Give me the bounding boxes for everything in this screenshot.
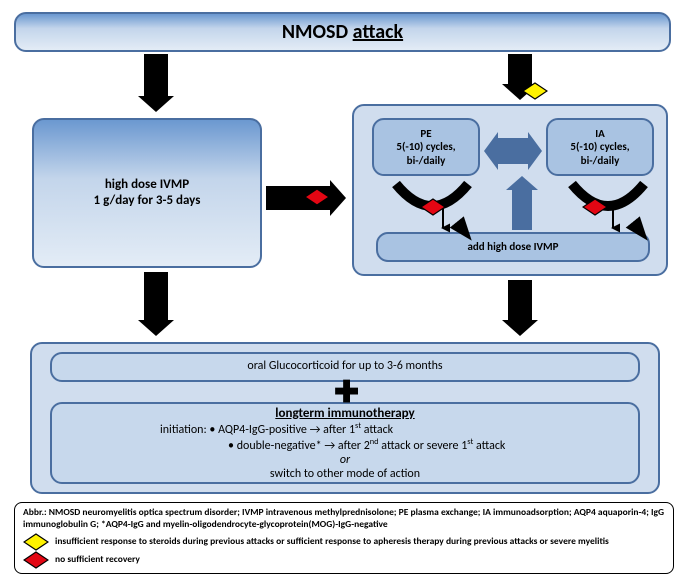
diamond-red-1 <box>304 188 326 202</box>
legend-yellow-text: insufficient response to steroids during… <box>55 536 609 548</box>
title-box: NMOSD attack <box>14 12 671 52</box>
longterm-l3: switch to other mode of action <box>270 467 420 481</box>
thin-arrow-1 <box>606 208 620 239</box>
longterm-l2: • double-negative* → after 2nd attack or… <box>228 437 505 453</box>
arrow-down-3 <box>138 272 174 341</box>
legend-yellow-row: insufficient response to steroids during… <box>23 533 665 551</box>
ia-l1: IA <box>595 127 605 140</box>
ia-box: IA5(-10) cycles,bi-/daily <box>546 118 654 176</box>
plus-icon: ✚ <box>334 374 359 411</box>
arrow-up_blue-6 <box>506 176 538 235</box>
pe-box: PE5(-10) cycles,bi-/daily <box>372 118 480 176</box>
legend-red-row: no sufficient recovery <box>23 551 665 569</box>
pe-l2: 5(-10) cycles, <box>396 140 455 153</box>
diamond-red-3 <box>582 198 604 212</box>
ivmp-line1: high dose IVMP <box>105 177 189 193</box>
ia-l3: bi-/daily <box>581 154 620 167</box>
title-underlined: attack <box>353 20 403 44</box>
ia-l2: 5(-10) cycles, <box>570 140 629 153</box>
longterm-box: longterm immunotherapyinitiation: • AQP4… <box>50 402 640 484</box>
legend-red-text: no sufficient recovery <box>55 554 140 566</box>
add-ivmp-text: add high dose IVMP <box>467 240 558 253</box>
diamond-red-2 <box>420 198 442 212</box>
title-plain: NMOSD <box>282 20 353 44</box>
oral-text: oral Glucocorticoid for up to 3-6 months <box>247 359 442 375</box>
arrow-down-0 <box>138 54 174 117</box>
ivmp-box: high dose IVMP1 g/day for 3-5 days <box>32 118 262 268</box>
pe-l1: PE <box>420 127 431 140</box>
arrow-leftright_blue-5 <box>484 132 542 175</box>
pe-l3: bi-/daily <box>407 154 446 167</box>
legend-abbr: Abbr.: NMOSD neuromyelitis optica spectr… <box>23 507 665 531</box>
diamond-yellow-0 <box>522 82 544 96</box>
flowchart-canvas: NMOSD attack high dose IVMP1 g/day for 3-… <box>8 8 677 564</box>
longterm-or: or <box>340 453 350 467</box>
longterm-l1: initiation: • AQP4-IgG-positive → after … <box>160 421 393 437</box>
legend-box: Abbr.: NMOSD neuromyelitis optica spectr… <box>14 502 674 574</box>
ivmp-line2: 1 g/day for 3-5 days <box>94 193 201 209</box>
arrow-down-4 <box>502 280 538 341</box>
